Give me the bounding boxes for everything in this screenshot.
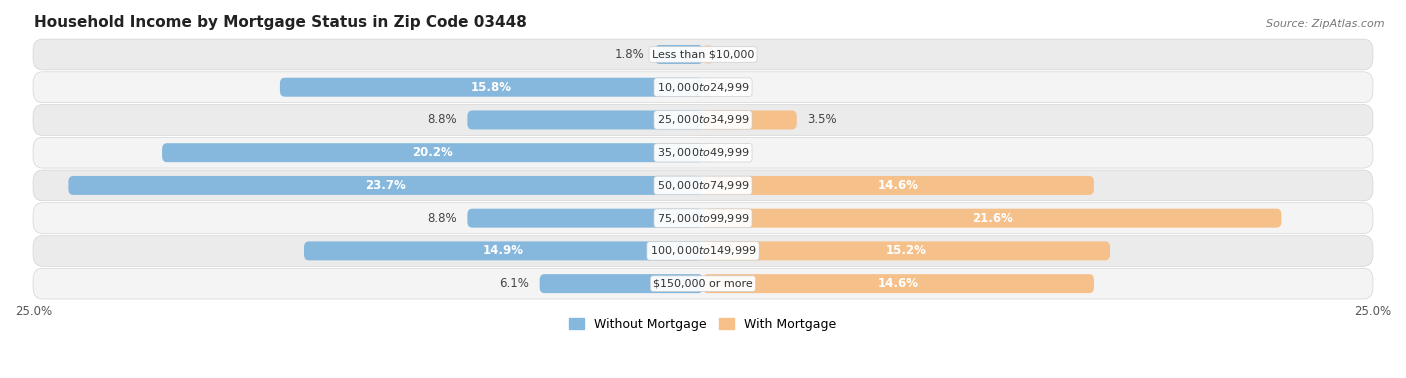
Text: $100,000 to $149,999: $100,000 to $149,999 (650, 245, 756, 257)
FancyBboxPatch shape (703, 209, 1281, 228)
Text: 14.6%: 14.6% (877, 277, 920, 290)
FancyBboxPatch shape (280, 78, 703, 97)
Text: 14.6%: 14.6% (877, 179, 920, 192)
Text: 21.6%: 21.6% (972, 212, 1012, 225)
Text: 15.8%: 15.8% (471, 81, 512, 94)
Text: 0.0%: 0.0% (714, 146, 744, 159)
FancyBboxPatch shape (703, 176, 1094, 195)
Text: 23.7%: 23.7% (366, 179, 406, 192)
FancyBboxPatch shape (32, 39, 1374, 70)
Text: 0.0%: 0.0% (714, 48, 744, 61)
FancyBboxPatch shape (32, 203, 1374, 234)
Text: 20.2%: 20.2% (412, 146, 453, 159)
Text: 8.8%: 8.8% (427, 212, 457, 225)
Text: $25,000 to $34,999: $25,000 to $34,999 (657, 113, 749, 127)
FancyBboxPatch shape (32, 72, 1374, 102)
FancyBboxPatch shape (703, 143, 714, 162)
FancyBboxPatch shape (32, 170, 1374, 201)
FancyBboxPatch shape (540, 274, 703, 293)
Text: Household Income by Mortgage Status in Zip Code 03448: Household Income by Mortgage Status in Z… (34, 15, 526, 30)
Text: $10,000 to $24,999: $10,000 to $24,999 (657, 81, 749, 94)
Text: 15.2%: 15.2% (886, 245, 927, 257)
FancyBboxPatch shape (32, 105, 1374, 135)
Text: Less than $10,000: Less than $10,000 (652, 50, 754, 59)
FancyBboxPatch shape (703, 78, 714, 97)
Text: 6.1%: 6.1% (499, 277, 529, 290)
Legend: Without Mortgage, With Mortgage: Without Mortgage, With Mortgage (564, 313, 842, 336)
Text: 14.9%: 14.9% (484, 245, 524, 257)
Text: $75,000 to $99,999: $75,000 to $99,999 (657, 212, 749, 225)
Text: 8.8%: 8.8% (427, 113, 457, 127)
FancyBboxPatch shape (703, 242, 1109, 260)
FancyBboxPatch shape (703, 274, 1094, 293)
FancyBboxPatch shape (162, 143, 703, 162)
FancyBboxPatch shape (703, 45, 714, 64)
FancyBboxPatch shape (32, 235, 1374, 266)
FancyBboxPatch shape (304, 242, 703, 260)
FancyBboxPatch shape (32, 137, 1374, 168)
Text: 1.8%: 1.8% (614, 48, 644, 61)
Text: 0.0%: 0.0% (714, 81, 744, 94)
FancyBboxPatch shape (467, 209, 703, 228)
FancyBboxPatch shape (32, 268, 1374, 299)
Text: $150,000 or more: $150,000 or more (654, 279, 752, 289)
FancyBboxPatch shape (655, 45, 703, 64)
Text: 3.5%: 3.5% (807, 113, 837, 127)
FancyBboxPatch shape (467, 110, 703, 129)
Text: $35,000 to $49,999: $35,000 to $49,999 (657, 146, 749, 159)
Text: $50,000 to $74,999: $50,000 to $74,999 (657, 179, 749, 192)
FancyBboxPatch shape (703, 110, 797, 129)
Text: Source: ZipAtlas.com: Source: ZipAtlas.com (1267, 19, 1385, 29)
FancyBboxPatch shape (69, 176, 703, 195)
